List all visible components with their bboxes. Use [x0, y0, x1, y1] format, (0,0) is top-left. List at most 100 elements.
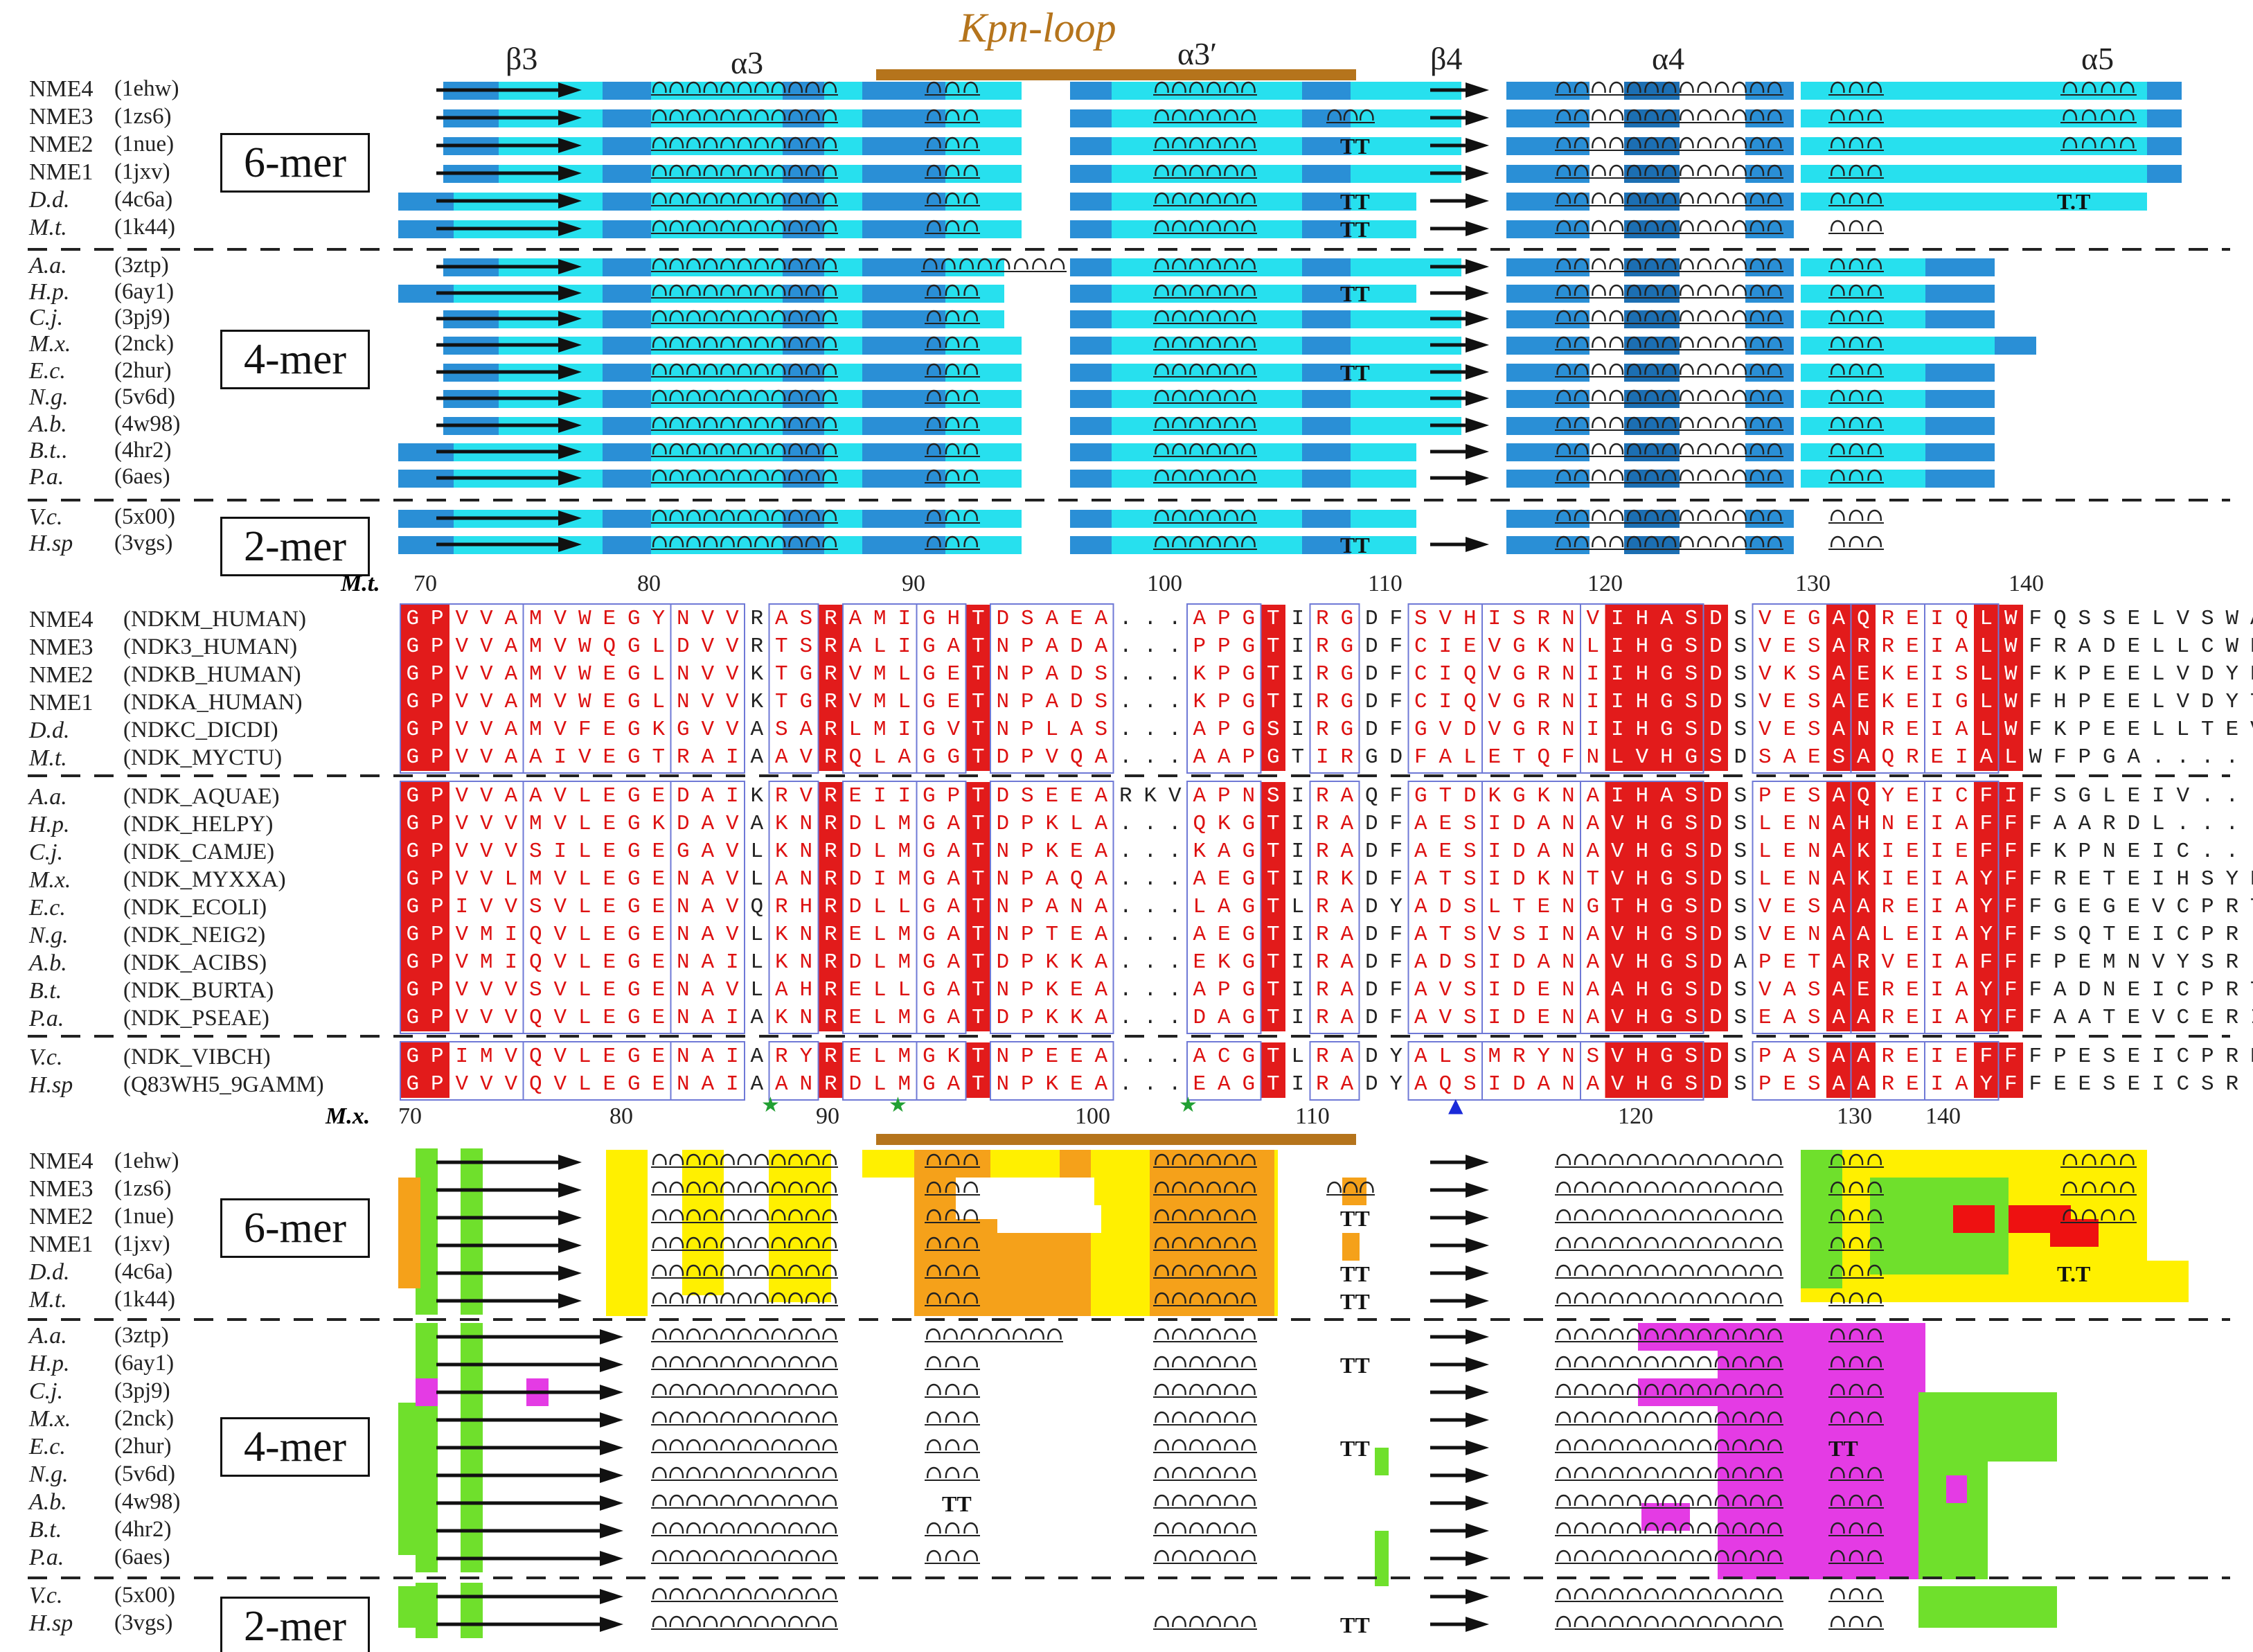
residue: T [1266, 923, 1280, 947]
conserved-cell [400, 837, 425, 865]
residue: V [2151, 1006, 2165, 1030]
residue: D [848, 1072, 862, 1096]
coverage-block [1070, 285, 1112, 303]
aln-row-1-name: NME3 [29, 634, 93, 660]
residue: G [922, 1006, 936, 1030]
residue: C [1414, 662, 1427, 686]
residue: S [1463, 895, 1477, 919]
residue: L [2102, 784, 2116, 808]
residue: . [1168, 867, 1182, 891]
residue: A [504, 690, 518, 714]
residue: A [1045, 607, 1059, 631]
residue: D [1512, 812, 1526, 836]
residue: S [1734, 718, 1747, 742]
bot-row-5-code: (1k44) [114, 1287, 175, 1312]
residue: A [1193, 607, 1206, 631]
conserved-cell [1679, 1004, 1704, 1031]
residue: V [455, 784, 469, 808]
residue: L [848, 718, 862, 742]
residue: P [430, 690, 444, 714]
conserved-cell [1605, 605, 1630, 632]
residue: E [2102, 662, 2116, 686]
residue: V [1586, 607, 1600, 631]
residue: R [2225, 1006, 2239, 1030]
strand-arrow-head [1466, 1589, 1489, 1604]
conserved-cell [1679, 1042, 1704, 1070]
residue: H [1635, 1072, 1649, 1096]
interface-red [1953, 1205, 1995, 1233]
conserved-star-icon: ★ [1179, 1093, 1197, 1117]
residue: R [1537, 607, 1551, 631]
residue: E [1783, 690, 1797, 714]
residue: A [1954, 978, 1968, 1002]
residue: . [1143, 690, 1157, 714]
alpha4-end-helix-icon [1831, 363, 1882, 375]
alpha3-helix-icon [652, 1356, 837, 1368]
residue: L [898, 662, 911, 686]
residue: F [2029, 607, 2042, 631]
residue: I [1291, 1072, 1305, 1096]
interface-magenta [416, 1378, 438, 1406]
residue: W [578, 690, 591, 714]
conserved-cell [965, 837, 990, 865]
interface-green [1918, 1392, 2057, 1462]
residue: D [1364, 718, 1378, 742]
gap-block [1004, 285, 1067, 303]
conserved-cell [965, 976, 990, 1004]
residue: I [1291, 607, 1305, 631]
helix-icon [1327, 1181, 1374, 1193]
residue: T [1266, 950, 1280, 975]
conserved-cell [1826, 782, 1851, 810]
residue: . [1143, 895, 1157, 919]
interface-orange [398, 1178, 420, 1233]
residue: P [1758, 784, 1772, 808]
residue: S [1709, 745, 1722, 770]
coverage-block [1070, 258, 1112, 276]
residue: L [1439, 1045, 1452, 1069]
residue: H [1635, 895, 1649, 919]
strand-arrow-head [1466, 193, 1489, 208]
residue: V [479, 718, 493, 742]
conserved-cell [1654, 810, 1679, 837]
residue: F [1979, 1045, 1993, 1069]
conserved-cell [1998, 605, 2023, 632]
residue: D [996, 812, 1010, 836]
residue: E [1783, 607, 1797, 631]
residue: V [1610, 950, 1624, 975]
residue: D [1364, 1072, 1378, 1096]
residue: V [479, 812, 493, 836]
residue: A [1340, 978, 1354, 1002]
residue: D [1463, 784, 1477, 808]
residue: G [406, 950, 420, 975]
alpha3-short-helix-icon [927, 509, 978, 522]
residue: N [1561, 718, 1575, 742]
residue: G [1659, 978, 1673, 1002]
residue: G [406, 923, 420, 947]
top-row-4-code: (4c6a) [114, 187, 173, 212]
aln-row-4-id: (NDKC_DICDI) [123, 718, 278, 743]
strand-arrow-head [558, 1210, 582, 1225]
alpha4-end-helix-icon [1831, 284, 1882, 296]
residue: D [1069, 662, 1083, 686]
residue: . [2245, 813, 2253, 835]
residue: N [1561, 1045, 1575, 1069]
bot-row-0-name: NME4 [29, 1148, 93, 1174]
residue: I [1291, 662, 1305, 686]
residue: G [1242, 895, 1256, 919]
conserved-cell [1679, 1070, 1704, 1098]
residue: E [1905, 718, 1919, 742]
residue: E [1905, 1045, 1919, 1069]
residue: I [1930, 690, 1944, 714]
residue: G [922, 662, 936, 686]
strand-arrow-head [1466, 1182, 1489, 1198]
residue: A [701, 1045, 715, 1069]
residue: D [1069, 690, 1083, 714]
alpha3-short-helix-icon [927, 284, 978, 296]
residue: R [823, 978, 837, 1002]
alpha3-short-helix-icon [927, 1209, 978, 1221]
alpha3p-helix-icon [1155, 416, 1256, 429]
residue: A [750, 718, 764, 742]
strand-arrow-head [1466, 1551, 1489, 1566]
coverage-block [1624, 470, 1680, 488]
